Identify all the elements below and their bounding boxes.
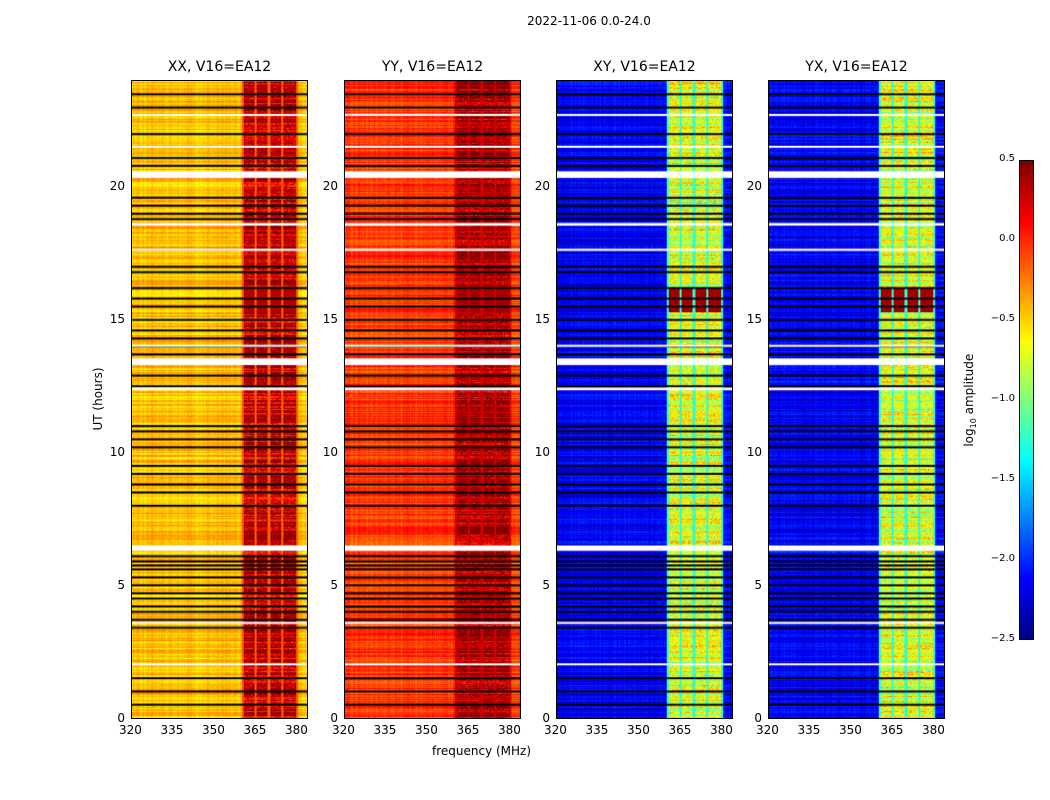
colorbar	[1019, 160, 1034, 640]
y-tick-label: 20	[746, 178, 762, 193]
y-tick-label: 10	[534, 444, 550, 459]
panel-title: YX, V16=EA12	[805, 59, 908, 75]
colorbar-tick-label: −0.5	[990, 313, 1015, 324]
colorbar-tick-label: −2.5	[990, 633, 1015, 644]
colorbar-tick-label: −1.5	[990, 473, 1015, 484]
y-tick-label: 10	[109, 444, 125, 459]
heatmap-yx	[768, 80, 945, 719]
y-tick-label: 10	[746, 444, 762, 459]
x-tick-label: 365	[243, 723, 267, 737]
figure-title: 2022-11-06 0.0-24.0	[527, 14, 651, 28]
x-tick-label: 320	[756, 723, 779, 737]
x-tick-label: 350	[626, 723, 650, 737]
x-tick-label: 335	[797, 723, 821, 737]
panel-title: XY, V16=EA12	[593, 59, 696, 75]
y-tick-label: 5	[542, 577, 550, 592]
y-tick-label: 0	[330, 711, 338, 725]
y-tick-label: 15	[746, 311, 762, 326]
y-tick-label: 10	[322, 444, 338, 459]
y-tick-label: 5	[330, 577, 338, 592]
x-tick-label: 365	[456, 723, 480, 737]
panel-title: YY, V16=EA12	[381, 59, 484, 75]
x-axis-label: frequency (MHz)	[432, 744, 532, 758]
x-tick-label: 365	[880, 723, 904, 737]
x-tick-label: 320	[119, 723, 142, 737]
y-tick-label: 5	[117, 577, 125, 592]
y-tick-label: 15	[322, 311, 338, 326]
y-tick-label: 0	[754, 711, 762, 725]
colorbar-tick-label: 0.0	[999, 233, 1015, 244]
y-tick-label: 0	[542, 711, 550, 725]
heatmap-xx	[131, 80, 308, 719]
colorbar-label-main: log	[961, 428, 976, 447]
x-tick-label: 365	[668, 723, 692, 737]
colorbar-tick-label: −2.0	[990, 553, 1015, 564]
colorbar-label-rest: amplitude	[961, 353, 976, 419]
y-tick-label: 15	[109, 311, 125, 326]
x-tick-label: 350	[414, 723, 438, 737]
colorbar-tick-label: −1.0	[990, 393, 1015, 404]
x-tick-label: 320	[332, 723, 355, 737]
x-tick-label: 350	[201, 723, 225, 737]
y-tick-label: 20	[109, 178, 125, 193]
colorbar-tick-label: 0.5	[999, 153, 1015, 164]
x-tick-label: 335	[160, 723, 184, 737]
y-tick-label: 5	[754, 577, 762, 592]
y-tick-label: 0	[117, 711, 125, 725]
y-tick-label: 20	[322, 178, 338, 193]
x-tick-label: 380	[497, 723, 521, 737]
x-tick-label: 350	[838, 723, 862, 737]
x-tick-label: 380	[709, 723, 733, 737]
x-tick-label: 320	[544, 723, 567, 737]
panel-title: XX, V16=EA12	[167, 59, 272, 75]
y-tick-label: 20	[534, 178, 550, 193]
x-tick-label: 380	[284, 723, 308, 737]
heatmap-xy	[556, 80, 733, 719]
x-tick-label: 335	[373, 723, 397, 737]
colorbar-label: log10 amplitude	[962, 350, 978, 450]
x-tick-label: 380	[921, 723, 945, 737]
y-axis-label: UT (hours)	[91, 367, 105, 431]
x-tick-label: 335	[585, 723, 609, 737]
colorbar-label-sub: 10	[969, 418, 979, 429]
heatmap-yy	[344, 80, 521, 719]
y-tick-label: 15	[534, 311, 550, 326]
